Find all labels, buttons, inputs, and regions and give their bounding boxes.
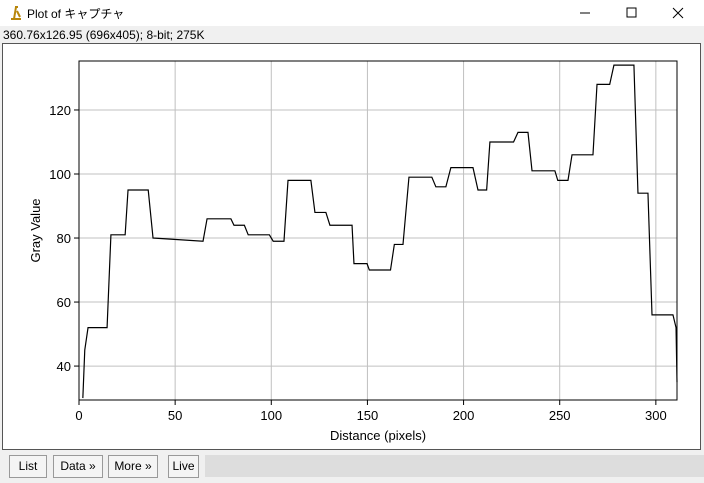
x-tick-label: 0 (75, 408, 82, 423)
x-tick-label: 200 (453, 408, 475, 423)
plot-frame: 0 50 100 150 200 250 300 40 60 80 100 120 Distance (… (2, 43, 701, 450)
button[interactable]: Data » (53, 455, 103, 478)
title-bar: Plot of キャプチャ (0, 0, 704, 26)
plot-border (78, 60, 678, 401)
y-tick-label: 40 (57, 359, 71, 374)
profile-line (82, 64, 678, 399)
y-tick-label: 60 (57, 295, 71, 310)
x-axis-label: Distance (pixels) (330, 428, 426, 443)
chart: 0 50 100 150 200 250 300 40 60 80 100 120 Distance (… (28, 60, 678, 443)
status-bar (205, 455, 704, 477)
window-title: Plot of キャプチャ (27, 7, 125, 21)
y-tick-label: 100 (49, 167, 71, 182)
button[interactable]: More » (108, 455, 158, 478)
y-axis-label: Gray Value (28, 198, 43, 262)
x-tick-label: 300 (645, 408, 667, 423)
plot-area (79, 61, 677, 400)
x-tick-label: 100 (260, 408, 282, 423)
y-tick-label: 120 (49, 103, 71, 118)
window-controls[interactable] (564, 0, 704, 26)
y-tick-label: 80 (57, 231, 71, 246)
x-tick-label: 250 (549, 408, 571, 423)
button[interactable]: Live (168, 455, 199, 478)
x-tick-label: 150 (357, 408, 379, 423)
x-tick-label: 50 (168, 408, 182, 423)
image-info: 360.76x126.95 (696x405); 8-bit; 275K (3, 28, 205, 42)
button[interactable]: List (9, 455, 47, 478)
app-icon (11, 6, 21, 20)
